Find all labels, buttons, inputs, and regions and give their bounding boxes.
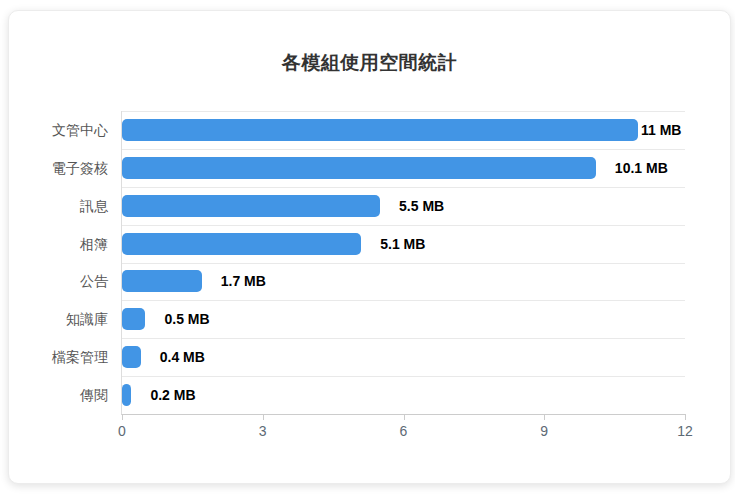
axis-tick-label: 9: [514, 423, 574, 439]
value-label: 5.1 MB: [380, 236, 425, 252]
axis-tick: [122, 414, 123, 420]
plot-area: 文管中心11 MB電子簽核10.1 MB訊息5.5 MB相簿5.1 MB公告1.…: [121, 111, 685, 415]
axis-tick: [544, 414, 545, 420]
chart-row: 知識庫0.5 MB: [122, 300, 685, 338]
axis-tick: [263, 414, 264, 420]
chart-row: 相簿5.1 MB: [122, 225, 685, 263]
chart-title: 各模組使用空間統計: [9, 52, 730, 74]
category-label: 公告: [8, 273, 108, 291]
chart-row: 文管中心11 MB: [122, 111, 685, 149]
axis-tick: [404, 414, 405, 420]
chart-row: 電子簽核10.1 MB: [122, 149, 685, 187]
axis-tick-label: 0: [92, 423, 152, 439]
category-label: 檔案管理: [8, 349, 108, 367]
chart-row: 公告1.7 MB: [122, 263, 685, 301]
bar-知識庫[interactable]: [122, 308, 145, 330]
value-label: 0.2 MB: [150, 387, 195, 403]
bar-檔案管理[interactable]: [122, 346, 141, 368]
category-label: 傳閱: [8, 387, 108, 405]
value-label: 0.5 MB: [164, 311, 209, 327]
axis-tick-label: 12: [655, 423, 715, 439]
value-label: 1.7 MB: [221, 273, 266, 289]
axis-tick-label: 3: [233, 423, 293, 439]
value-label: 11 MB: [641, 122, 681, 138]
chart-row: 檔案管理0.4 MB: [122, 338, 685, 376]
value-label: 0.4 MB: [160, 349, 205, 365]
chart-card: 各模組使用空間統計 文管中心11 MB電子簽核10.1 MB訊息5.5 MB相簿…: [8, 10, 731, 484]
category-label: 知識庫: [8, 311, 108, 329]
value-label: 5.5 MB: [399, 198, 444, 214]
value-label: 10.1 MB: [615, 160, 668, 176]
category-label: 相簿: [8, 236, 108, 254]
bar-相簿[interactable]: [122, 233, 361, 255]
category-label: 文管中心: [8, 122, 108, 140]
axis-tick-label: 6: [374, 423, 434, 439]
chart-row: 訊息5.5 MB: [122, 187, 685, 225]
category-label: 電子簽核: [8, 160, 108, 178]
bar-公告[interactable]: [122, 270, 202, 292]
bar-電子簽核[interactable]: [122, 157, 596, 179]
bar-文管中心[interactable]: [122, 119, 638, 141]
bar-傳閱[interactable]: [122, 384, 131, 406]
category-label: 訊息: [8, 198, 108, 216]
bar-訊息[interactable]: [122, 195, 380, 217]
axis-tick: [685, 414, 686, 420]
chart-row: 傳閱0.2 MB: [122, 376, 685, 414]
